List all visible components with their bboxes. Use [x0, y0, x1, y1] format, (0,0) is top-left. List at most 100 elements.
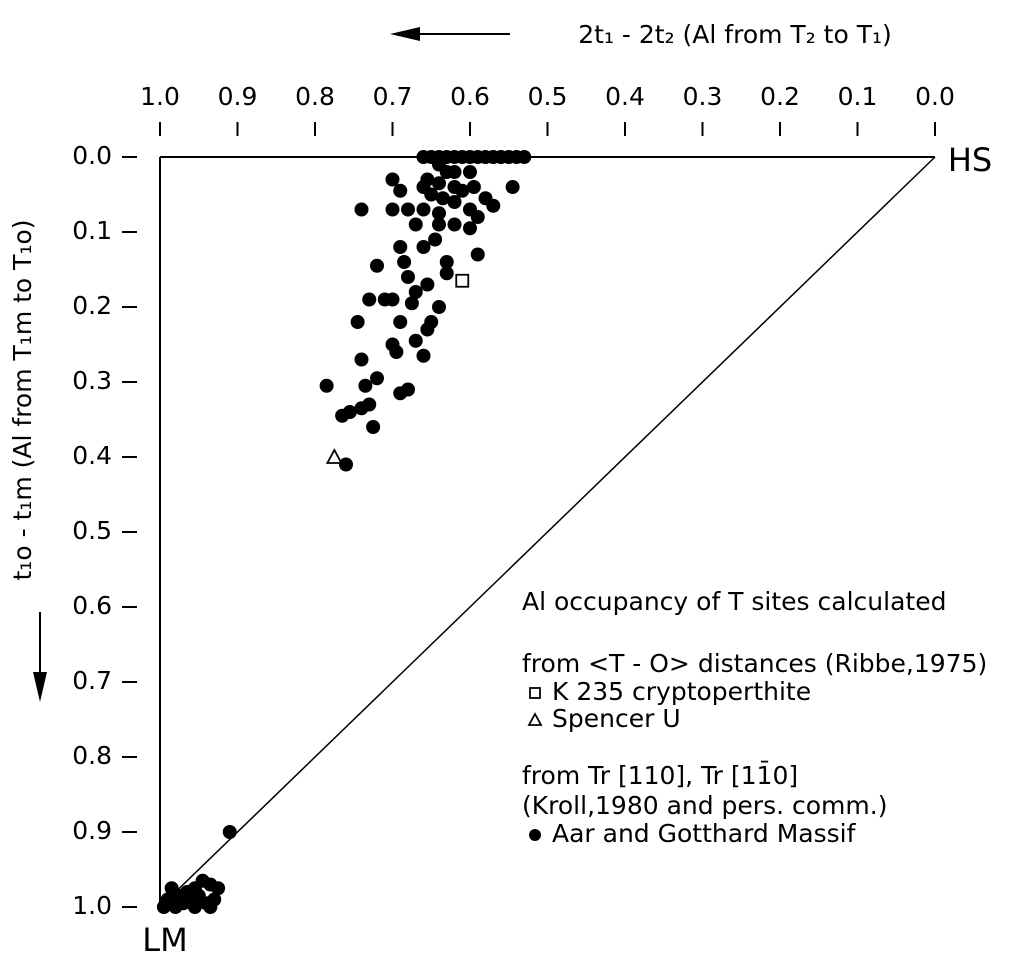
y-tick-label: 0.0: [72, 141, 112, 170]
point: [408, 285, 423, 299]
point: [455, 273, 470, 288]
corner-label: HS: [948, 141, 992, 179]
corner-label: LM: [142, 921, 187, 959]
legend-label: Spencer U: [552, 704, 681, 733]
point: [463, 221, 477, 236]
legend-marker: [527, 712, 543, 726]
y-arrow-head: [33, 672, 47, 702]
x-tick-label: 0.9: [218, 82, 258, 111]
y-tick-label: 0.3: [72, 366, 112, 395]
point: [447, 217, 462, 232]
y-tick-label: 0.8: [72, 741, 112, 770]
point: [370, 258, 384, 273]
point: [404, 296, 419, 311]
point: [385, 172, 400, 187]
point: [222, 825, 237, 839]
point: [424, 187, 439, 202]
legend-label: Aar and Gotthard Massif: [552, 819, 857, 848]
y-tick-label: 0.9: [72, 816, 112, 845]
point: [432, 176, 446, 191]
point: [466, 180, 481, 194]
point: [335, 408, 350, 423]
point: [203, 900, 218, 914]
point: [211, 881, 226, 896]
point: [517, 150, 532, 164]
legend-label: K 235 cryptoperthite: [552, 677, 811, 706]
point: [393, 240, 408, 254]
y-axis-label: t₁o - t₁m (Al from T₁m to T₁o): [8, 219, 37, 580]
point: [401, 202, 415, 217]
point: [463, 165, 477, 179]
point: [187, 900, 202, 914]
point: [389, 345, 404, 359]
x-tick-label: 0.1: [838, 82, 878, 111]
point: [358, 378, 373, 393]
y-tick-label: 0.6: [72, 591, 112, 620]
point: [416, 240, 431, 254]
x-tick-label: 0.7: [373, 82, 413, 111]
legend-heading: from <T - O> distances (Ribbe,1975): [522, 649, 987, 678]
point: [366, 420, 381, 434]
x-tick-label: 0.2: [760, 82, 800, 111]
point: [168, 900, 183, 914]
point: [385, 202, 400, 217]
point: [416, 348, 431, 363]
legend-heading: (Kroll,1980 and pers. comm.): [522, 791, 887, 820]
point: [393, 315, 408, 329]
x-tick-label: 0.6: [450, 82, 490, 111]
x-axis-label: 2t₁ - 2t₂ (Al from T₂ to T₁): [578, 20, 892, 49]
y-tick-label: 0.1: [72, 216, 112, 245]
point: [420, 322, 435, 337]
legend-title: Al occupancy of T sites calculated: [522, 587, 946, 616]
y-tick-label: 1.0: [72, 891, 112, 920]
point: [447, 195, 462, 209]
point: [339, 457, 353, 472]
point: [432, 300, 446, 314]
x-tick-label: 0.3: [683, 82, 723, 111]
point: [370, 371, 384, 386]
point: [408, 333, 423, 348]
point: [377, 292, 392, 307]
y-tick-label: 0.4: [72, 441, 112, 470]
point: [470, 247, 485, 262]
y-tick-label: 0.5: [72, 516, 112, 545]
point: [505, 180, 520, 194]
point: [447, 165, 462, 179]
point: [470, 210, 485, 224]
y-tick-label: 0.7: [72, 666, 112, 695]
point: [393, 183, 408, 198]
point: [354, 352, 369, 367]
point: [408, 217, 423, 232]
x-tick-label: 0.5: [528, 82, 568, 111]
point: [439, 255, 454, 269]
point: [420, 277, 435, 292]
point: [439, 266, 454, 281]
point: [416, 202, 431, 217]
x-tick-label: 1.0: [140, 82, 180, 111]
point: [393, 386, 408, 401]
point: [325, 448, 343, 464]
legend-marker: [529, 687, 541, 699]
point: [432, 217, 446, 232]
y-tick-label: 0.2: [72, 291, 112, 320]
legend-marker: [529, 829, 541, 841]
point: [401, 270, 415, 284]
x-tick-label: 0.4: [605, 82, 645, 111]
point: [432, 206, 446, 221]
point: [455, 183, 470, 198]
point: [397, 255, 412, 269]
x-arrow-head: [390, 27, 420, 41]
point: [435, 191, 450, 206]
x-tick-label: 0.8: [295, 82, 335, 111]
point: [354, 202, 369, 217]
legend-heading: from Tr [110], Tr [11̄0]: [522, 760, 798, 790]
diagonal: [159, 156, 936, 908]
point: [428, 232, 443, 247]
point: [319, 378, 334, 393]
point: [486, 198, 501, 213]
point: [362, 292, 377, 307]
point: [354, 401, 369, 416]
point: [350, 315, 365, 329]
x-tick-label: 0.0: [915, 82, 955, 111]
